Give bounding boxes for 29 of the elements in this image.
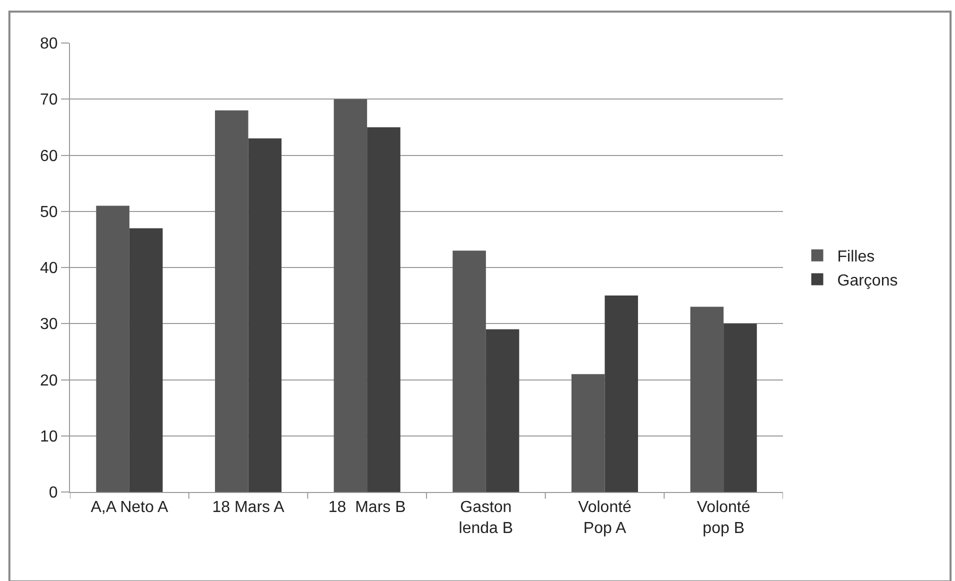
bar [367, 127, 400, 492]
y-tick-label: 80 [40, 36, 58, 53]
bar [724, 324, 757, 492]
legend-label: Garçons [837, 272, 898, 290]
bar [334, 99, 368, 492]
y-tick-label: 50 [40, 204, 58, 221]
y-tick-label: 20 [40, 372, 58, 390]
y-tick-label: 60 [40, 148, 58, 165]
y-tick-label: 30 [40, 316, 58, 334]
y-tick-label: 40 [40, 260, 58, 278]
x-tick-label: Gaston lenda B [458, 499, 514, 537]
x-tick-label: Volonté Pop A [578, 499, 632, 537]
bar [571, 374, 605, 492]
x-tick-label: 18 Mars A [212, 499, 285, 516]
x-tick-label: 18 Mars B [328, 499, 406, 516]
y-tick-label: 10 [40, 428, 58, 446]
bar [604, 296, 638, 492]
bar [690, 306, 724, 492]
legend-label: Filles [837, 248, 875, 266]
bar [452, 250, 486, 492]
y-tick-label: 70 [40, 92, 58, 109]
bar [129, 228, 163, 492]
bar [248, 138, 282, 492]
bar [486, 329, 520, 492]
x-tick-label: Volonté pop B [696, 499, 750, 537]
y-tick-label: 0 [48, 484, 58, 502]
bar [96, 206, 130, 492]
bar [214, 110, 248, 492]
x-tick-label: A,A Neto A [90, 499, 168, 516]
